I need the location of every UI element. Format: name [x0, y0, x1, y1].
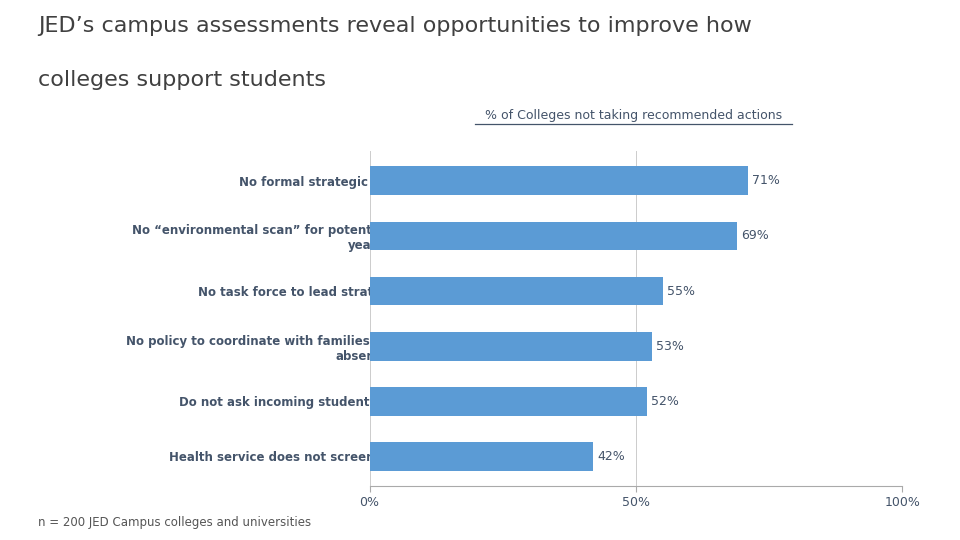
Text: JED’s campus assessments reveal opportunities to improve how: JED’s campus assessments reveal opportun… [38, 16, 753, 36]
Text: 69%: 69% [741, 230, 769, 242]
Bar [370, 332, 652, 361]
Text: 42%: 42% [598, 450, 625, 463]
Text: 52%: 52% [651, 395, 679, 408]
Bar [370, 166, 748, 195]
Text: 71%: 71% [752, 174, 780, 187]
Text: 53%: 53% [657, 340, 684, 353]
Text: n = 200 JED Campus colleges and universities: n = 200 JED Campus colleges and universi… [38, 516, 312, 529]
Bar [370, 276, 662, 305]
Bar [370, 442, 593, 471]
Bar [370, 387, 647, 416]
Text: 55%: 55% [667, 285, 695, 298]
Bar [370, 221, 737, 250]
Text: % of Colleges not taking recommended actions: % of Colleges not taking recommended act… [485, 109, 782, 122]
Text: colleges support students: colleges support students [38, 70, 326, 90]
